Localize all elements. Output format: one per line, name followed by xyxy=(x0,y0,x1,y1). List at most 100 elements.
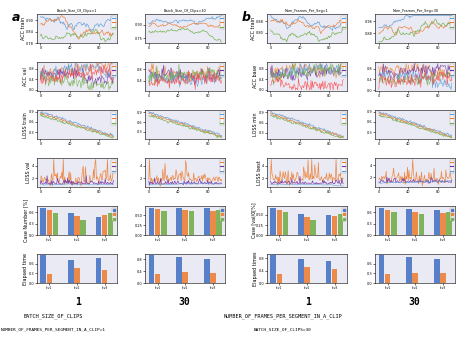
Bar xyxy=(52,213,58,235)
Bar xyxy=(95,217,101,235)
Bar xyxy=(188,211,194,235)
Text: b: b xyxy=(241,11,250,24)
Legend: , , : , , xyxy=(112,207,115,221)
Bar xyxy=(406,257,411,283)
Bar xyxy=(282,212,288,235)
Legend: , , : , , xyxy=(448,160,453,173)
Bar xyxy=(418,214,423,235)
Bar xyxy=(297,259,303,283)
Legend: , , : , , xyxy=(219,160,224,173)
Bar xyxy=(331,269,336,283)
Bar xyxy=(303,267,309,283)
Title: Num_Frames_Per_Seg=1: Num_Frames_Per_Seg=1 xyxy=(285,9,328,13)
Y-axis label: LOSS val: LOSS val xyxy=(27,162,31,183)
Bar xyxy=(384,210,390,235)
Legend: , , : , , xyxy=(448,16,453,29)
Bar xyxy=(40,207,46,235)
Bar xyxy=(148,207,154,235)
Bar xyxy=(276,210,281,235)
Bar xyxy=(216,210,221,235)
Bar xyxy=(101,215,107,235)
Text: 30: 30 xyxy=(178,297,190,307)
Bar xyxy=(325,215,330,235)
Y-axis label: ACC train: ACC train xyxy=(21,17,26,40)
Title: Num_Frames_Per_Seg=30: Num_Frames_Per_Seg=30 xyxy=(392,9,437,13)
Bar xyxy=(182,210,188,235)
Bar xyxy=(182,272,188,283)
Text: BATCH_SIZE_OF_CLIPS: BATCH_SIZE_OF_CLIPS xyxy=(23,313,83,319)
Legend: , , : , , xyxy=(111,63,115,77)
Bar xyxy=(203,258,209,283)
Bar xyxy=(46,210,52,235)
Bar xyxy=(337,214,343,235)
Bar xyxy=(74,268,79,283)
Bar xyxy=(276,274,281,283)
Bar xyxy=(210,273,215,283)
Text: 1: 1 xyxy=(305,297,311,307)
Y-axis label: Case Number [%]: Case Number [%] xyxy=(23,199,28,242)
Bar xyxy=(95,258,101,283)
Y-axis label: ACC train: ACC train xyxy=(250,17,255,40)
Legend: , , : , , xyxy=(341,63,345,77)
Legend: , , : , , xyxy=(341,16,345,29)
Title: Batch_Size_Of_Clips=1: Batch_Size_Of_Clips=1 xyxy=(56,9,97,13)
Legend: , , : , , xyxy=(111,16,115,29)
Bar xyxy=(303,217,309,235)
Bar xyxy=(412,212,417,235)
Bar xyxy=(406,209,411,235)
Y-axis label: LOSS train: LOSS train xyxy=(23,112,28,138)
Bar xyxy=(445,212,451,235)
Bar xyxy=(384,274,390,283)
Bar xyxy=(40,256,46,283)
Y-axis label: Elapsed times: Elapsed times xyxy=(252,251,257,286)
Bar xyxy=(46,274,52,283)
Legend: , , : , , xyxy=(449,207,453,221)
Bar xyxy=(297,214,303,235)
Bar xyxy=(176,207,182,235)
Bar xyxy=(378,207,384,235)
Bar xyxy=(270,207,275,235)
Bar xyxy=(107,213,113,235)
Legend: , , : , , xyxy=(341,112,345,125)
Bar xyxy=(101,269,107,283)
Bar xyxy=(155,210,160,235)
Legend: , , : , , xyxy=(448,112,453,125)
Bar xyxy=(176,257,182,283)
Bar xyxy=(210,211,215,235)
Legend: , , : , , xyxy=(219,112,224,125)
Text: 1: 1 xyxy=(75,297,81,307)
Bar xyxy=(161,211,166,235)
Bar xyxy=(148,256,154,283)
Legend: , , : , , xyxy=(219,16,224,29)
Y-axis label: Case [val/0[%]: Case [val/0[%] xyxy=(250,203,255,239)
Bar xyxy=(433,259,439,283)
Bar xyxy=(412,273,417,283)
Y-axis label: LOSS min: LOSS min xyxy=(252,113,257,136)
Bar xyxy=(325,261,330,283)
Legend: , , : , , xyxy=(341,207,345,221)
Bar xyxy=(390,212,396,235)
Text: 30: 30 xyxy=(407,297,419,307)
Bar xyxy=(270,256,275,283)
Text: NUMBER_OF_FRAMES_PER_SEGMENT_IN_A_CLIP: NUMBER_OF_FRAMES_PER_SEGMENT_IN_A_CLIP xyxy=(223,313,341,319)
Y-axis label: Elapsed time: Elapsed time xyxy=(23,253,28,285)
Legend: , , : , , xyxy=(111,160,115,173)
Legend: , , : , , xyxy=(448,63,453,77)
Legend: , , : , , xyxy=(219,63,224,77)
Legend: , , : , , xyxy=(111,112,115,125)
Bar xyxy=(74,216,79,235)
Bar xyxy=(80,220,85,235)
Bar xyxy=(433,210,439,235)
Bar xyxy=(68,213,73,235)
Bar xyxy=(378,256,384,283)
Y-axis label: ACC val: ACC val xyxy=(23,67,28,86)
Legend: , , : , , xyxy=(220,207,224,221)
Text: BATCH_SIZE_OF_CLIPS=30: BATCH_SIZE_OF_CLIPS=30 xyxy=(253,327,311,331)
Bar xyxy=(203,208,209,235)
Y-axis label: LOSS best: LOSS best xyxy=(256,160,261,185)
Y-axis label: ACC base: ACC base xyxy=(252,65,257,88)
Bar xyxy=(439,273,445,283)
Text: a: a xyxy=(11,11,20,24)
Legend: , , : , , xyxy=(341,160,345,173)
Title: Batch_Size_Of_Clips=30: Batch_Size_Of_Clips=30 xyxy=(163,9,206,13)
